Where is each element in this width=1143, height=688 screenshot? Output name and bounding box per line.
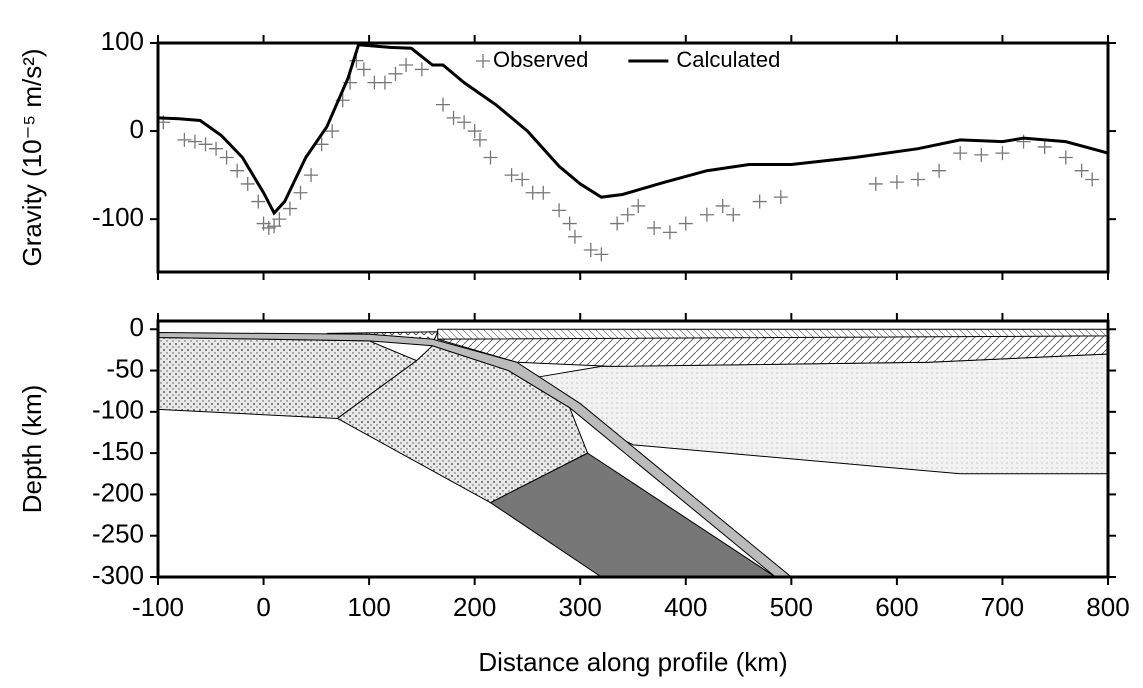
- x-axis-title: Distance along profile (km): [478, 647, 787, 677]
- plot-frame: [156, 319, 1110, 579]
- observed-point: [594, 247, 609, 262]
- x-tick-label: 600: [875, 592, 918, 622]
- y-tick-label: -100: [92, 395, 144, 425]
- observed-point: [678, 216, 693, 231]
- observed-point: [230, 163, 245, 178]
- observed-point: [911, 172, 925, 187]
- y-tick-label: -300: [92, 560, 144, 590]
- observed-point: [177, 132, 192, 147]
- observed-point: [889, 175, 904, 190]
- observed-point: [620, 207, 635, 222]
- observed-point: [282, 201, 297, 216]
- legend-label: Calculated: [676, 47, 780, 72]
- legend-label: Observed: [493, 47, 588, 72]
- y-axis-title: Gravity (10⁻⁵ m/s²): [17, 48, 47, 266]
- observed-point: [932, 163, 947, 178]
- observed-point: [356, 62, 371, 77]
- y-tick-label: -50: [106, 353, 144, 383]
- x-tick-label: 300: [559, 592, 602, 622]
- layer: [489, 452, 777, 577]
- x-tick-label: 0: [256, 592, 270, 622]
- observed-point: [219, 150, 234, 165]
- observed-point: [325, 124, 340, 139]
- x-tick-label: 100: [347, 592, 390, 622]
- observed-point: [953, 146, 968, 161]
- observed-point: [198, 137, 213, 152]
- observed-point: [610, 216, 625, 231]
- x-tick-label: 400: [664, 592, 707, 622]
- observed-point: [388, 66, 403, 81]
- y-tick-label: -200: [92, 477, 144, 507]
- x-tick-label: 700: [981, 592, 1024, 622]
- observed-point: [726, 207, 741, 222]
- observed-point: [436, 97, 450, 112]
- observed-point: [1037, 139, 1052, 154]
- observed-point: [209, 141, 224, 156]
- observed-point: [467, 124, 482, 139]
- observed-point: [267, 219, 282, 234]
- y-tick-label: 100: [101, 26, 144, 56]
- x-tick-label: 500: [770, 592, 813, 622]
- observed-point: [240, 176, 255, 191]
- observed-point: [631, 198, 646, 213]
- calculated-line: [157, 43, 1109, 216]
- observed-point: [399, 58, 414, 73]
- observed-point: [583, 242, 598, 257]
- observed-point: [1058, 150, 1073, 165]
- y-tick-label: 0: [130, 114, 144, 144]
- observed-point: [515, 172, 530, 187]
- observed-point: [483, 150, 498, 165]
- observed-point: [647, 220, 662, 235]
- observed-point: [974, 147, 989, 162]
- observed-point: [187, 134, 202, 149]
- y-tick-label: 0: [130, 312, 144, 342]
- observed-point: [1085, 172, 1100, 187]
- observed-point: [1074, 163, 1089, 178]
- x-tick-label: 800: [1086, 592, 1129, 622]
- observed-point: [662, 225, 677, 240]
- observed-point: [567, 229, 582, 244]
- observed-point: [552, 203, 567, 218]
- x-tick-label: 200: [453, 592, 496, 622]
- legend-marker: [476, 54, 490, 68]
- observed-point: [995, 146, 1010, 161]
- plot-frame: [156, 41, 1110, 274]
- observed-point: [446, 110, 461, 125]
- observed-point: [504, 168, 519, 183]
- y-axis-title: Depth (km): [17, 385, 47, 514]
- layer: [437, 328, 1108, 340]
- x-tick-label: -100: [132, 592, 184, 622]
- observed-point: [536, 185, 551, 200]
- observed-point: [752, 194, 767, 209]
- observed-point: [457, 115, 472, 130]
- y-tick-label: -100: [92, 202, 144, 232]
- section: [158, 321, 1108, 577]
- observed-point: [773, 190, 788, 205]
- observed-point: [472, 132, 487, 147]
- observed-point: [314, 137, 329, 152]
- y-tick-label: -250: [92, 519, 144, 549]
- observed-point: [293, 185, 308, 200]
- observed-point: [377, 75, 392, 90]
- y-tick-label: -150: [92, 436, 144, 466]
- observed-point: [272, 212, 287, 227]
- observed-point: [699, 207, 714, 222]
- observed-point: [304, 168, 319, 183]
- observed-point: [715, 198, 730, 213]
- observed-point: [414, 62, 429, 77]
- observed-point: [868, 176, 883, 191]
- observed-point: [251, 194, 266, 209]
- layer: [158, 332, 793, 577]
- observed-point: [562, 216, 577, 231]
